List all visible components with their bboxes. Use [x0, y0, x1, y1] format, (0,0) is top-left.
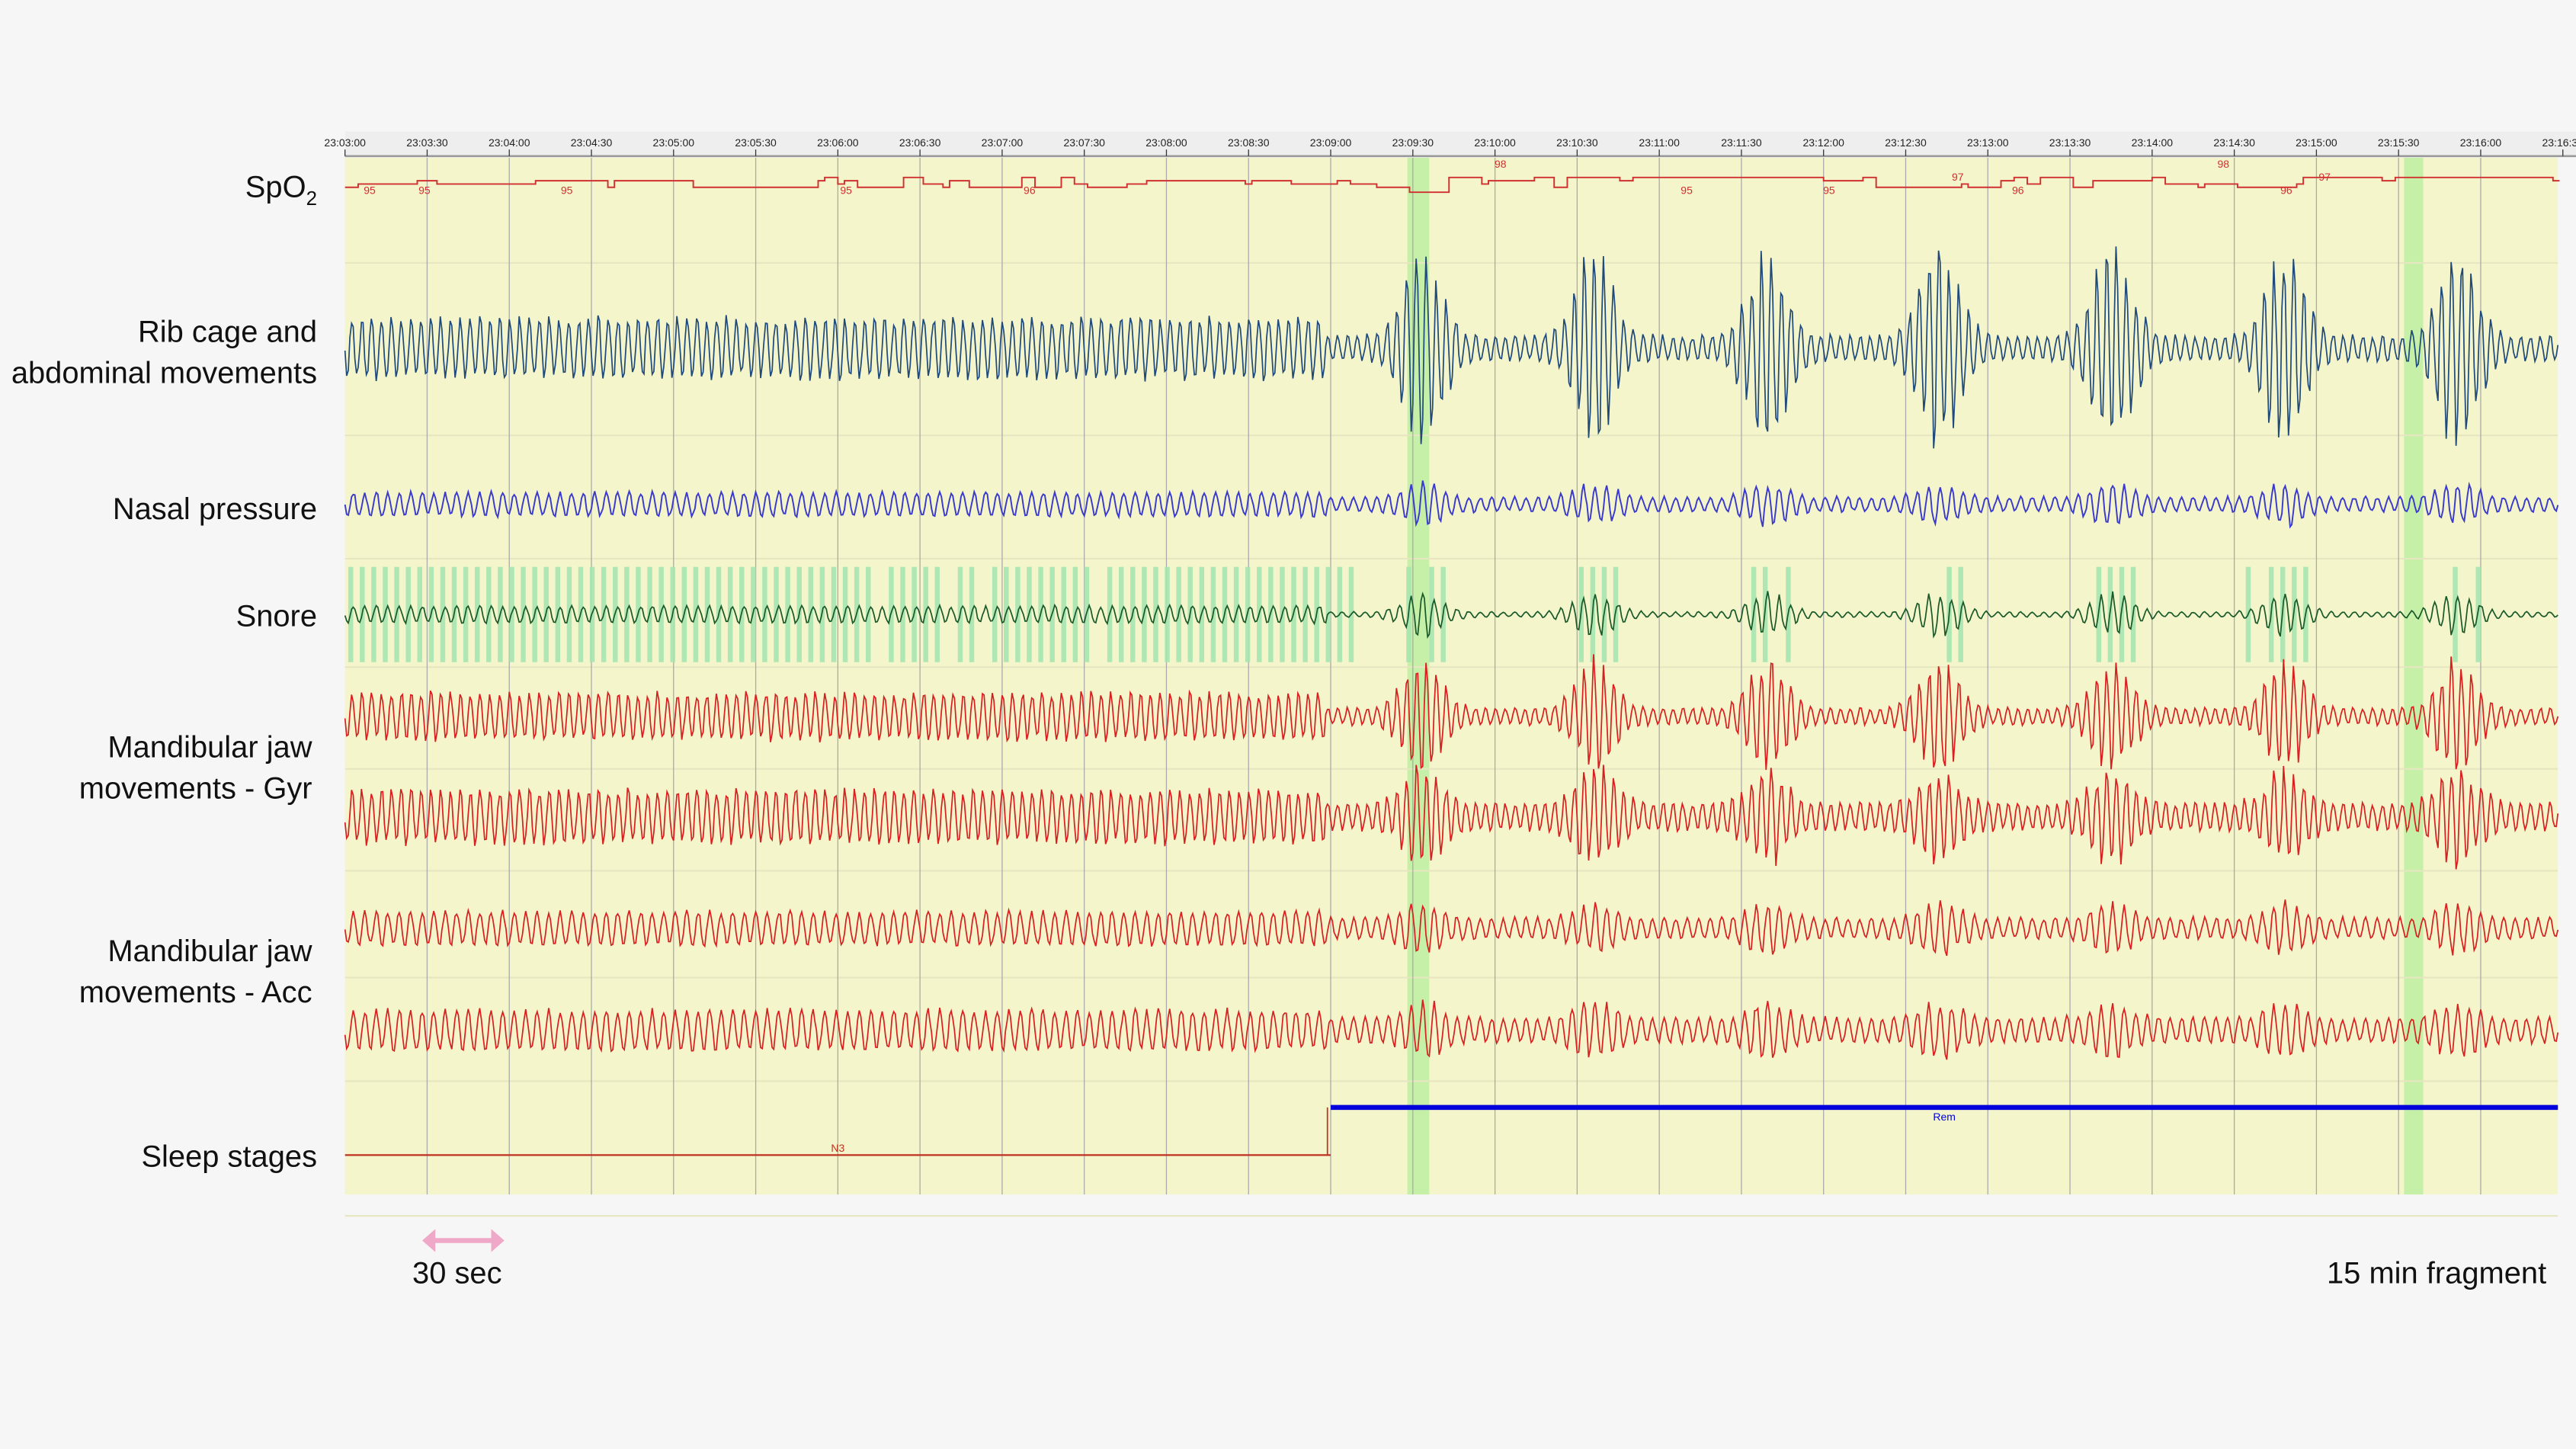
scale-label: 30 sec	[412, 1255, 502, 1290]
spo2-value-label: 96	[2280, 184, 2292, 196]
spo2-value-label: 95	[1680, 184, 1693, 196]
spo2-value-label: 95	[364, 184, 376, 196]
snore-event-bar	[2119, 566, 2125, 662]
tick-label: 23:07:30	[1063, 136, 1105, 149]
spo2-value-label: 95	[1823, 184, 1835, 196]
spo2-value-label: 95	[418, 184, 431, 196]
jaw-gyr-trace-2	[344, 765, 2559, 870]
tick-label: 23:08:00	[1145, 136, 1187, 149]
nasal-pressure-trace	[344, 480, 2559, 529]
label-jaw-gyr: Mandibular jaw movements - Gyr	[78, 729, 312, 806]
tick-label: 23:03:00	[324, 136, 366, 149]
tick-label: 23:05:30	[735, 136, 777, 149]
label-nasal-pressure: Nasal pressure	[112, 491, 318, 526]
tick-label: 23:07:00	[982, 136, 1024, 149]
tick-label: 23:10:00	[1474, 136, 1516, 149]
tick-label: 23:08:30	[1228, 136, 1270, 149]
scale-arrow-left-icon	[421, 1229, 436, 1252]
spo2-value-label: 98	[2217, 158, 2229, 170]
tick-label: 23:11:00	[1639, 136, 1680, 149]
tick-label: 23:14:00	[2132, 136, 2174, 149]
spo2-value-label: 97	[1952, 171, 1964, 183]
tick-label: 23:16:30	[2542, 136, 2575, 149]
sleep-stage-label: N3	[831, 1142, 844, 1154]
spo2-value-label: 97	[2318, 171, 2331, 183]
plot-area	[344, 157, 2558, 1195]
tick-label: 23:06:00	[817, 136, 859, 149]
label-rib-cage: Rib cage and abdominal movements	[11, 313, 318, 389]
spo2-value-label: 96	[1024, 184, 1036, 196]
tick-label: 23:04:30	[571, 136, 613, 149]
tick-label: 23:09:00	[1310, 136, 1352, 149]
tick-label: 23:10:30	[1556, 136, 1598, 149]
tick-label: 23:16:00	[2460, 136, 2502, 149]
sleep-stage-label: Rem	[1933, 1111, 1956, 1123]
tick-label: 23:06:30	[899, 136, 941, 149]
tick-label: 23:15:30	[2378, 136, 2420, 149]
jaw-gyr-trace-1	[344, 654, 2559, 771]
spo2-value-label: 98	[1495, 158, 1507, 170]
jaw-acc-trace-2	[344, 999, 2559, 1060]
spo2-value-label: 95	[840, 184, 852, 196]
snore-trace	[344, 591, 2558, 640]
snore-event-bar	[658, 566, 664, 662]
tick-label: 23:15:00	[2296, 136, 2337, 149]
fragment-label: 15 min fragment	[2327, 1255, 2547, 1290]
spo2-trace	[344, 176, 2560, 194]
tick-label: 23:09:30	[1392, 136, 1434, 149]
tick-label: 23:12:30	[1885, 136, 1927, 149]
label-jaw-acc: Mandibular jaw movements - Acc	[78, 933, 312, 1009]
rib-cage-trace	[344, 246, 2559, 449]
tick-label: 23:11:30	[1721, 136, 1762, 149]
tick-label: 23:12:00	[1802, 136, 1844, 149]
label-sleep-stages: Sleep stages	[141, 1138, 318, 1174]
spo2-value-label: 95	[561, 184, 573, 196]
tick-label: 23:05:00	[653, 136, 695, 149]
tick-label: 23:14:30	[2213, 136, 2255, 149]
label-spo2: SpO2	[245, 169, 318, 210]
tick-label: 23:13:00	[1967, 136, 2009, 149]
jaw-acc-trace-1	[344, 899, 2559, 957]
tick-label: 23:13:30	[2049, 136, 2091, 149]
spo2-value-label: 96	[2012, 184, 2024, 196]
time-axis-band	[344, 131, 2576, 156]
scale-arrow-right-icon	[491, 1229, 505, 1252]
label-snore: Snore	[235, 598, 318, 633]
snore-event-bar	[2475, 566, 2481, 662]
tick-label: 23:03:30	[406, 136, 448, 149]
tick-label: 23:04:00	[489, 136, 530, 149]
